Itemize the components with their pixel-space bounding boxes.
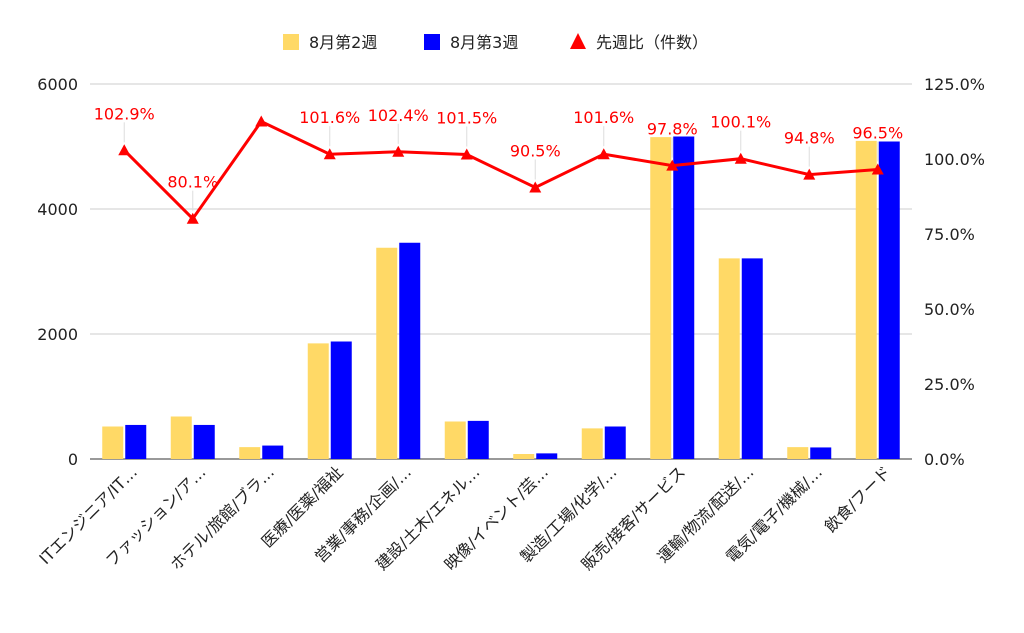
ratio-line-path	[123, 119, 878, 222]
ratio-marker	[734, 152, 747, 164]
bar-week3	[536, 453, 558, 459]
ratio-data-label: 94.8%	[784, 129, 835, 148]
ratio-marker	[460, 148, 473, 160]
ratio-marker	[186, 212, 199, 224]
ratio-marker	[118, 144, 131, 156]
bar-week2	[718, 258, 740, 459]
right-tick-label: 125.0%	[924, 75, 985, 94]
legend-label: 先週比（件数）	[596, 33, 708, 52]
ratio-data-label: 102.9%	[94, 104, 155, 123]
bar-week2	[787, 447, 809, 459]
legend: 8月第2週 8月第3週 先週比（件数）	[283, 33, 708, 52]
bar-week2	[307, 343, 329, 459]
right-axis: 0.0% 25.0% 50.0% 75.0% 100.0% 125.0%	[924, 75, 985, 469]
right-tick-label: 75.0%	[924, 225, 975, 244]
right-tick-label: 0.0%	[924, 450, 965, 469]
bar-week2	[581, 428, 603, 459]
bar-week2	[102, 426, 124, 459]
left-tick-label: 4000	[37, 200, 78, 219]
ratio-marker	[529, 181, 542, 193]
bar-week2	[650, 137, 672, 459]
ratio-data-label: 101.6%	[299, 108, 360, 127]
bar-week3	[878, 141, 900, 459]
legend-label: 8月第3週	[450, 33, 518, 52]
bar-week3	[673, 136, 695, 459]
bar-week2	[376, 247, 398, 459]
legend-swatch	[424, 34, 440, 50]
ratio-line: 102.9% 80.1% 101.6% 102.4% 101.5% 90.5% 101.6%…	[94, 104, 903, 224]
bar-week3	[604, 426, 626, 459]
category-label: 飲食/フード	[821, 462, 895, 536]
ratio-data-label: 101.6%	[573, 108, 634, 127]
bar-week3	[741, 258, 763, 459]
ratio-data-label: 100.1%	[710, 113, 771, 132]
left-tick-label: 0	[68, 450, 78, 469]
ratio-marker	[871, 163, 884, 175]
ratio-data-label: 102.4%	[368, 106, 429, 125]
right-tick-label: 25.0%	[924, 375, 975, 394]
ratio-marker	[255, 115, 268, 127]
ratio-data-label: 96.5%	[852, 124, 903, 143]
bar-week3	[399, 242, 421, 459]
bar-week3	[262, 445, 284, 459]
ratio-data-label: 80.1%	[167, 173, 218, 192]
bar-week3	[810, 447, 832, 459]
bar-week2	[855, 140, 877, 459]
legend-swatch	[283, 34, 299, 50]
category-labels: ITエンジニア/IT…ファッション/ア…ホテル/旅館/ブラ…医療/医薬/福祉営業…	[35, 462, 894, 574]
bar-week2	[170, 416, 192, 459]
ratio-data-label: 90.5%	[510, 142, 561, 161]
legend-label: 8月第2週	[309, 33, 377, 52]
ratio-marker	[392, 145, 405, 157]
left-axis: 0 2000 4000 6000	[37, 75, 78, 469]
bar-week2	[513, 454, 535, 459]
ratio-marker	[666, 159, 679, 171]
ratio-data-label: 101.5%	[436, 109, 497, 128]
bar-week2	[444, 421, 466, 459]
left-tick-label: 2000	[37, 325, 78, 344]
bar-week3	[330, 341, 352, 459]
ratio-marker	[597, 148, 610, 160]
ratio-data-label: 97.8%	[647, 120, 698, 139]
ratio-marker	[803, 168, 816, 180]
right-tick-label: 50.0%	[924, 300, 975, 319]
bar-week3	[193, 424, 215, 459]
gridlines	[90, 83, 912, 460]
bar-week3	[467, 420, 489, 459]
bar-week2	[239, 447, 261, 459]
legend-triangle-icon	[570, 33, 586, 49]
bar-week3	[125, 424, 147, 459]
left-tick-label: 6000	[37, 75, 78, 94]
bars	[102, 136, 900, 459]
right-tick-label: 100.0%	[924, 150, 985, 169]
ratio-marker	[323, 148, 336, 160]
